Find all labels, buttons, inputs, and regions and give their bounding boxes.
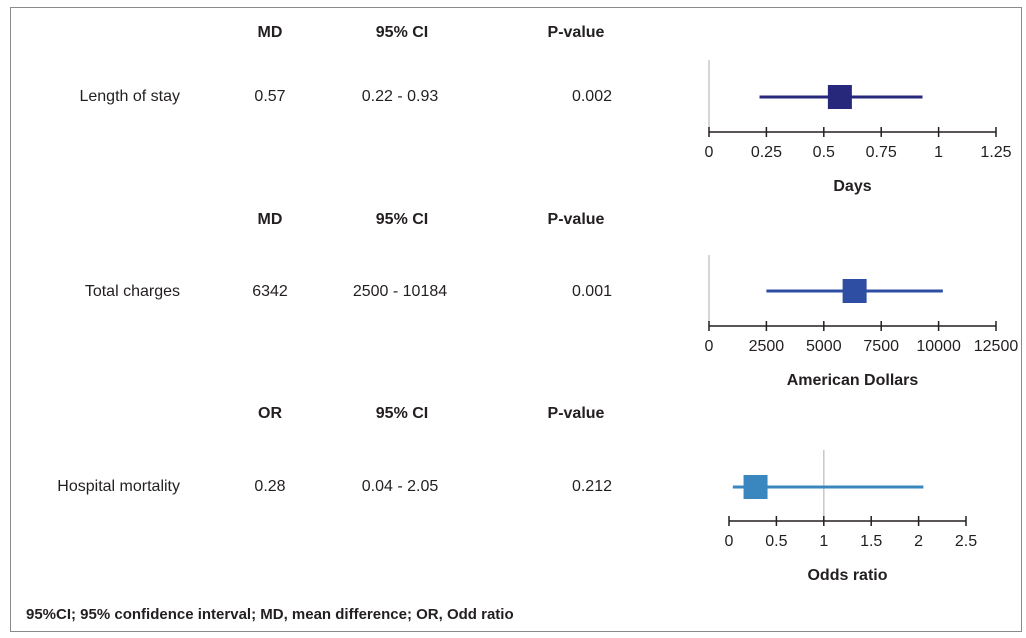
- row-pvalue: 0.002: [571, 88, 612, 105]
- header-ci: 95% CI: [375, 405, 429, 422]
- row-estimate: 0.28: [254, 478, 286, 495]
- x-tick-label: 0.75: [866, 144, 897, 161]
- point-estimate-marker: [842, 279, 867, 303]
- header-pvalue: P-value: [547, 405, 605, 422]
- header-ci: 95% CI: [375, 211, 429, 228]
- row-label: Hospital mortality: [57, 478, 180, 495]
- x-tick-label: 1: [819, 533, 828, 550]
- x-tick-label: 2500: [749, 338, 785, 355]
- figure-frame: [10, 7, 1022, 632]
- x-axis-title: Days: [833, 178, 871, 195]
- x-tick-label: 0.5: [765, 533, 787, 550]
- row-ci: 2500 - 10184: [352, 283, 448, 300]
- row-label: Total charges: [84, 283, 180, 300]
- x-tick-label: 10000: [916, 338, 961, 355]
- x-tick-label: 7500: [863, 338, 899, 355]
- header-ci: 95% CI: [375, 24, 429, 41]
- x-tick-label: 0.5: [813, 144, 835, 161]
- row-label: Length of stay: [79, 88, 180, 105]
- row-pvalue: 0.212: [571, 478, 612, 495]
- x-axis-title: Odds ratio: [807, 567, 887, 584]
- x-axis-title: American Dollars: [787, 372, 919, 389]
- x-tick-label: 5000: [806, 338, 842, 355]
- header-stat: MD: [257, 24, 283, 41]
- row-estimate: 6342: [252, 283, 288, 300]
- x-tick-label: 1.25: [980, 144, 1011, 161]
- x-tick-label: 1: [934, 144, 943, 161]
- row-ci: 0.22 - 0.93: [361, 88, 439, 105]
- header-stat: MD: [257, 211, 283, 228]
- header-stat: OR: [258, 405, 282, 422]
- x-tick-label: 0: [725, 533, 734, 550]
- x-tick-label: 0.25: [751, 144, 782, 161]
- footnote: 95%CI; 95% confidence interval; MD, mean…: [26, 606, 514, 623]
- row-ci: 0.04 - 2.05: [361, 478, 439, 495]
- row-pvalue: 0.001: [571, 283, 612, 300]
- x-tick-label: 0: [705, 338, 714, 355]
- header-pvalue: P-value: [547, 211, 605, 228]
- x-tick-label: 12500: [974, 338, 1019, 355]
- x-tick-label: 1.5: [860, 533, 882, 550]
- x-tick-label: 2: [914, 533, 923, 550]
- x-tick-label: 2.5: [955, 533, 977, 550]
- x-tick-label: 0: [705, 144, 714, 161]
- point-estimate-marker: [743, 475, 768, 499]
- header-pvalue: P-value: [547, 24, 605, 41]
- row-estimate: 0.57: [254, 88, 286, 105]
- point-estimate-marker: [827, 85, 852, 109]
